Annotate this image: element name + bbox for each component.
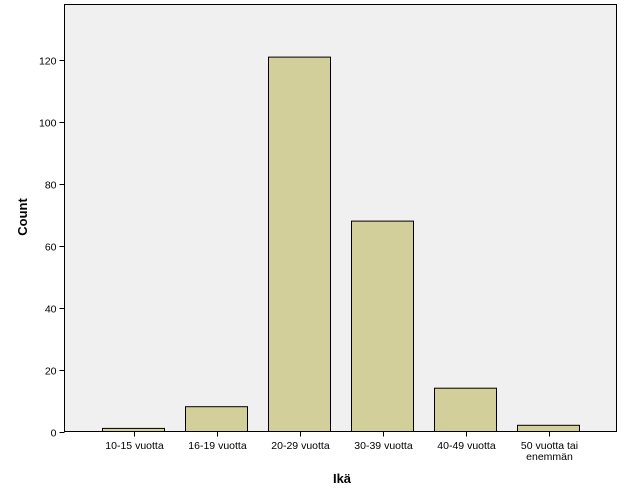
x-tick-label: 30-39 vuotta (354, 440, 413, 452)
bar-1 (185, 406, 248, 433)
bar-5 (517, 424, 580, 432)
y-tick-label: 20 (45, 366, 57, 378)
y-tick-label: 40 (45, 304, 57, 316)
y-tick-label: 100 (39, 118, 57, 130)
x-axis-title: Ikä (333, 471, 352, 486)
x-tick-label: 40-49 vuotta (437, 440, 496, 452)
y-axis: 0 20 40 60 80 100 120 (39, 56, 65, 440)
y-tick-label: 60 (45, 242, 57, 254)
y-axis-title: Count (15, 198, 30, 236)
x-tick-label: 16-19 vuotta (188, 440, 247, 452)
bar-3 (351, 220, 414, 432)
bar-0 (102, 427, 165, 432)
y-tick-label: 80 (45, 180, 57, 192)
bars (102, 56, 580, 433)
y-tick-label: 0 (51, 428, 57, 440)
plot-background (64, 4, 617, 432)
x-tick-label: 10-15 vuotta (105, 440, 164, 452)
bar-2 (268, 56, 331, 432)
y-tick-label: 120 (39, 56, 57, 68)
x-axis: 10-15 vuotta 16-19 vuotta 20-29 vuotta 30-3… (105, 431, 578, 463)
bar-4 (434, 387, 497, 433)
x-tick-label: 20-29 vuotta (271, 440, 330, 452)
x-tick-label: 50 vuotta tai enemmän (521, 440, 578, 463)
